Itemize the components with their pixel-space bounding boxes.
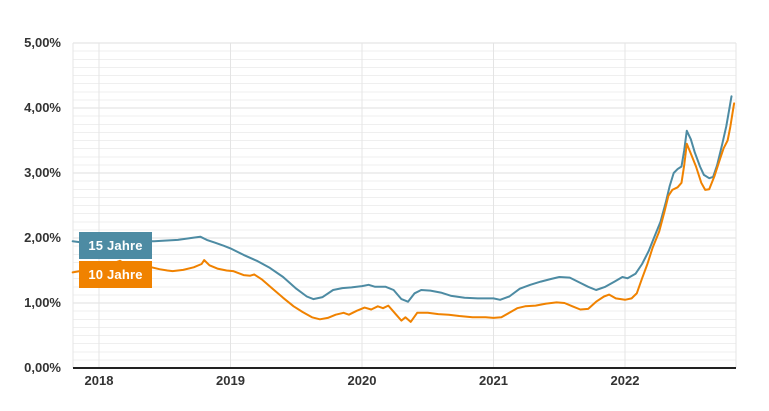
y-tick-label: 5,00% [24, 35, 61, 50]
y-tick-label: 1,00% [24, 295, 61, 310]
x-tick-label: 2019 [216, 373, 245, 388]
x-tick-label: 2020 [348, 373, 377, 388]
series-line-15-jahre [71, 95, 733, 303]
x-tick-label: 2021 [479, 373, 508, 388]
x-tick-label: 2018 [85, 373, 114, 388]
y-tick-label: 3,00% [24, 165, 61, 180]
y-tick-label: 4,00% [24, 100, 61, 115]
legend-item-15-jahre[interactable]: 15 Jahre [79, 232, 152, 259]
legend-item-10-jahre[interactable]: 10 Jahre [79, 261, 152, 288]
x-tick-label: 2022 [611, 373, 640, 388]
series-line-10-jahre [71, 102, 736, 323]
y-tick-label: 2,00% [24, 230, 61, 245]
y-tick-label: 0,00% [24, 360, 61, 375]
